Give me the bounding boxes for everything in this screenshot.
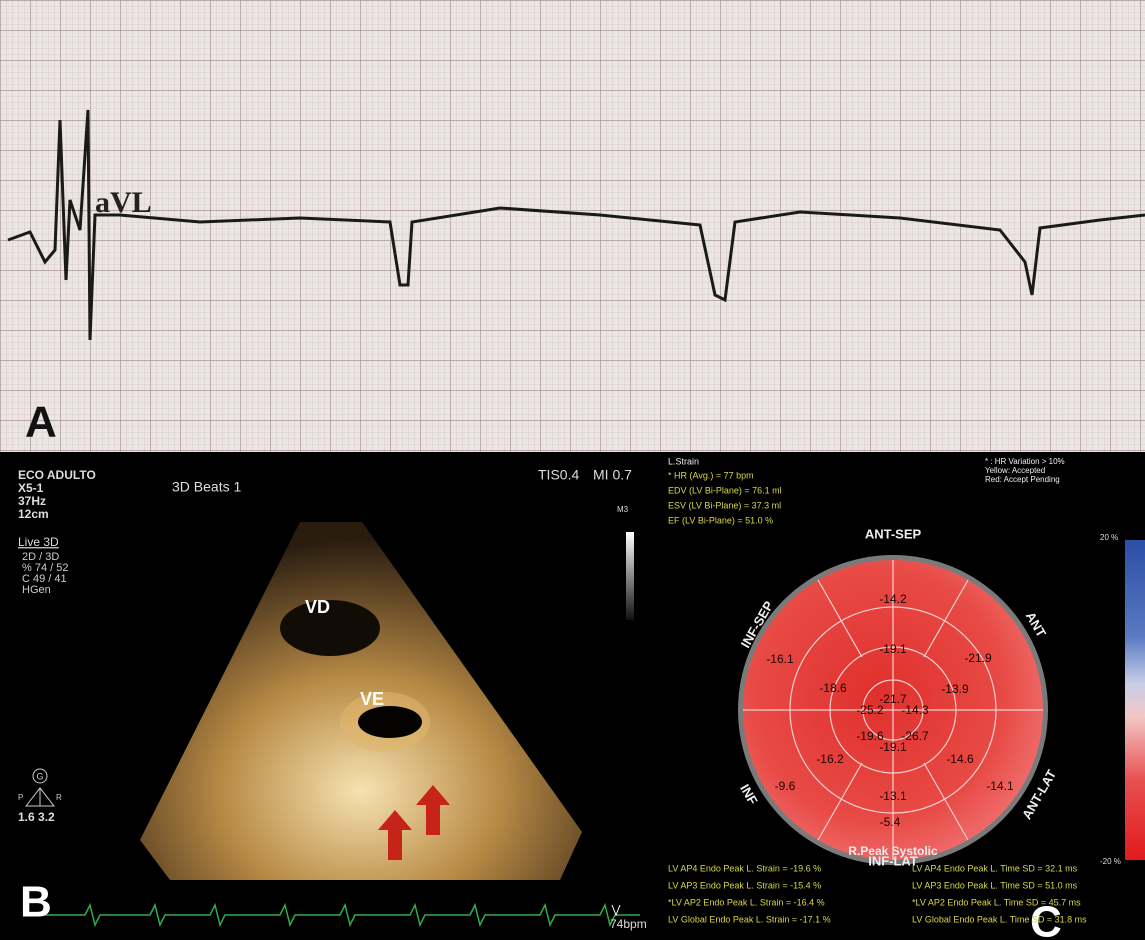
gray-scale (626, 532, 634, 620)
footer-line: *LV AP2 Endo Peak L. Time SD = 45.7 ms (912, 897, 1081, 907)
segment-value: -13.9 (941, 682, 969, 696)
stat-line: * HR (Avg.) = 77 bpm (668, 470, 754, 480)
legend-line: * : HR Variation > 10% (985, 457, 1065, 466)
chamber-ve (358, 706, 422, 738)
panel-label: A (25, 398, 57, 447)
legend-line: Red: Accept Pending (985, 475, 1060, 484)
stat-line: ESV (LV Bi-Plane) = 37.3 ml (668, 500, 781, 510)
footer-line: LV AP3 Endo Peak L. Strain = -15.4 % (668, 880, 821, 890)
segment-value: -14.3 (901, 703, 929, 717)
lead-label: aVL (95, 186, 152, 219)
footer-line: LV AP4 Endo Peak L. Time SD = 32.1 ms (912, 863, 1078, 873)
header-line: X5-1 (18, 481, 44, 495)
footer-line: LV AP3 Endo Peak L. Time SD = 51.0 ms (912, 880, 1078, 890)
heart-rate: 74bpm (610, 917, 647, 931)
header-line: ECO ADULTO (18, 468, 96, 482)
figure: aVL A G P R 1.6 3.2 3D Beats 1 TIS0.4 MI… (0, 0, 1145, 940)
footer-line: LV Global Endo Peak L. Strain = -17.1 % (668, 914, 831, 924)
segment-value: -14.1 (986, 779, 1014, 793)
segment-value: -13.1 (879, 789, 907, 803)
wall-label: ANT-SEP (865, 526, 922, 541)
stat-line: EDV (LV Bi-Plane) = 76.1 ml (668, 485, 782, 495)
segment-value: -16.2 (816, 752, 844, 766)
segment-value: -5.4 (880, 815, 901, 829)
tis: TIS0.4 (538, 467, 579, 483)
panel-label: B (20, 878, 52, 927)
scale-label: M3 (617, 505, 629, 514)
mode: 3D Beats 1 (172, 479, 241, 495)
wall-label: INF-LAT (868, 853, 918, 868)
orientation-right: R (56, 793, 62, 802)
segment-value: -18.6 (819, 681, 847, 695)
header-line: 12cm (18, 507, 49, 521)
footer-line: *LV AP2 Endo Peak L. Strain = -16.4 % (668, 897, 825, 907)
segment-value: -19.6 (856, 729, 884, 743)
segment-value: -16.1 (766, 652, 794, 666)
strain-title: L.Strain (668, 456, 699, 466)
settings-line: HGen (22, 584, 51, 596)
segment-value: -19.1 (879, 642, 907, 656)
scale-max: 20 % (1100, 533, 1118, 542)
footer-line: LV AP4 Endo Peak L. Strain = -19.6 % (668, 863, 821, 873)
chamber-label: VD (305, 597, 330, 617)
segment-value: -9.6 (775, 779, 796, 793)
page: aVL A G P R 1.6 3.2 3D Beats 1 TIS0.4 MI… (0, 0, 1145, 940)
segment-value: -21.9 (964, 651, 992, 665)
color-scale (1125, 540, 1145, 860)
mi: MI 0.7 (593, 467, 632, 483)
chamber-label: VE (360, 689, 384, 709)
footer-line: LV Global Endo Peak L. Time SD = 31.8 ms (912, 914, 1087, 924)
header-line: 37Hz (18, 494, 46, 508)
scale-min: -20 % (1100, 857, 1121, 866)
settings-title: Live 3D (18, 535, 59, 549)
legend-line: Yellow: Accepted (985, 466, 1045, 475)
segment-value: -14.2 (879, 592, 907, 606)
stat-line: EF (LV Bi-Plane) = 51.0 % (668, 515, 773, 525)
segment-value: -25.2 (856, 703, 884, 717)
probe-icon-label: G (36, 771, 43, 781)
segment-value: -14.6 (946, 752, 974, 766)
orientation-left: P (18, 793, 23, 802)
orientation-values: 1.6 3.2 (18, 810, 55, 824)
